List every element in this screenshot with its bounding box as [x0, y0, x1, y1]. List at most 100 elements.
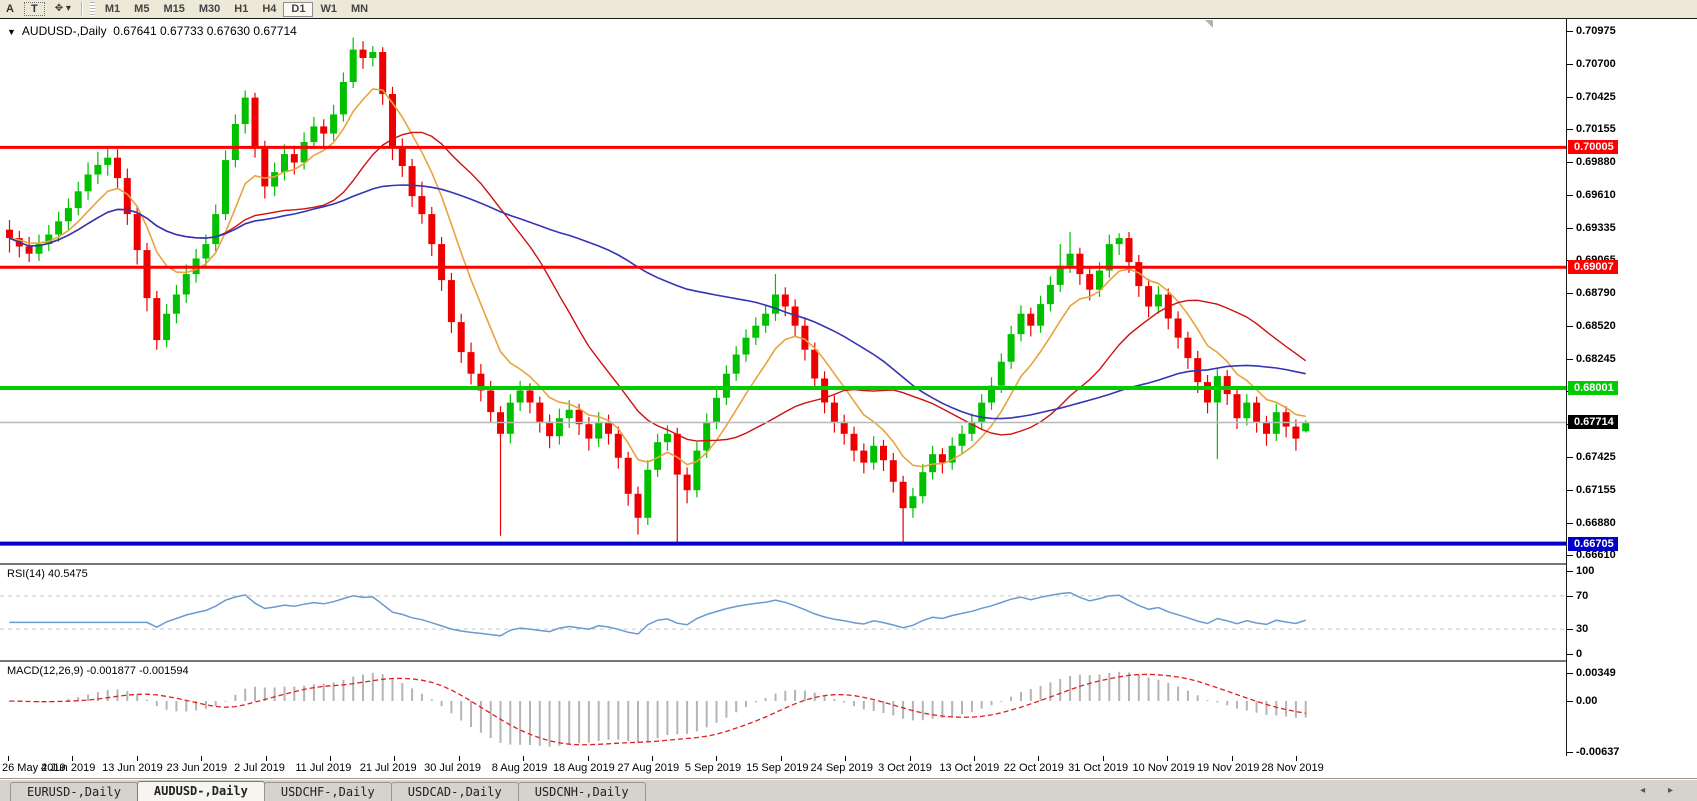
rsi-indicator-label: RSI(14) 40.5475 [7, 568, 88, 580]
time-axis-tick [330, 756, 331, 761]
price-axis[interactable]: 0.70975 0.70700 0.70425 0.70155 0.69880 0.696… [1566, 19, 1697, 759]
cursor-tool-icon[interactable]: ✥ ▾ [54, 3, 71, 14]
time-axis-tick [523, 756, 525, 761]
time-axis-tick [909, 756, 911, 761]
price-axis-tick: 0.67425 [1567, 450, 1616, 464]
timeframe-button-w1[interactable]: W1 [320, 2, 337, 15]
timeframe-button-m15[interactable]: M15 [163, 2, 185, 15]
timeframe-button-m30[interactable]: M30 [198, 2, 221, 15]
price-line-label-0.70005: 0.70005 [1568, 140, 1618, 155]
price-axis-tick: 0.70700 [1567, 57, 1616, 71]
time-axis-label: 24 Sep 2019 [810, 762, 873, 774]
time-axis-tick [72, 756, 74, 761]
time-axis-tick [1102, 756, 1104, 761]
price-axis-tick: 0.69880 [1567, 155, 1616, 169]
macd-axis-tick: -0.00637 [1567, 745, 1619, 759]
time-axis-tick [1296, 756, 1297, 761]
toolbar-separator [80, 2, 83, 16]
time-axis-tick [652, 756, 653, 761]
time-axis-tick [458, 756, 460, 761]
time-axis-tick [136, 756, 138, 761]
price-line-label-0.67714: 0.67714 [1568, 415, 1618, 430]
time-axis-label: 19 Nov 2019 [1196, 762, 1260, 774]
chart-tab-usdcnh[interactable]: USDCNH-,Daily [517, 782, 646, 801]
rsi-indicator-pane[interactable]: RSI(14) 40.5475 [0, 565, 1566, 662]
time-axis[interactable]: 26 May 2019 4 Jun 2019 13 Jun 2019 23 Jun 2… [0, 756, 1697, 780]
price-axis-tick: 0.70155 [1567, 122, 1616, 136]
rsi-line-chart [0, 591, 1566, 637]
time-axis-label: 21 Jul 2019 [359, 762, 417, 774]
time-axis-tick [974, 756, 975, 761]
rsi-axis-tick: 0 [1567, 647, 1582, 661]
chart-tab-audusd[interactable]: AUDUSD-,Daily [136, 781, 265, 801]
price-axis-tick: 0.69610 [1567, 188, 1616, 202]
time-axis-label: 26 May 2019 [2, 762, 66, 774]
time-axis-label: 27 Aug 2019 [617, 762, 680, 774]
time-axis-tick [1167, 756, 1169, 761]
time-axis-label: 8 Aug 2019 [491, 762, 548, 774]
chart-window: ▼ AUDUSD-,Daily 0.67641 0.67733 0.67630 0… [0, 18, 1697, 780]
time-axis-tick [8, 756, 9, 761]
chart-symbol-label: AUDUSD-,Daily [21, 24, 107, 38]
chart-title: ▼ AUDUSD-,Daily 0.67641 0.67733 0.67630 0… [7, 24, 297, 38]
timeframe-button-m1[interactable]: M1 [104, 2, 121, 15]
toolbar-grip[interactable] [89, 2, 95, 16]
candlestick-chart [0, 37, 1566, 546]
time-axis-label: 3 Oct 2019 [878, 762, 932, 774]
timeframe-button-h1[interactable]: H1 [234, 2, 249, 15]
chart-tab-usdchf[interactable]: USDCHF-,Daily [263, 782, 392, 801]
time-axis-label: 5 Sep 2019 [684, 762, 742, 774]
rsi-axis-tick: 100 [1567, 564, 1594, 578]
time-axis-tick [1038, 756, 1040, 761]
chart-tab-usdcad[interactable]: USDCAD-,Daily [390, 782, 519, 801]
price-axis-tick: 0.69335 [1567, 221, 1616, 235]
chart-tab-eurusd[interactable]: EURUSD-,Daily [10, 782, 138, 801]
macd-indicator-pane[interactable]: MACD(12,26,9) -0.001877 -0.001594 [0, 662, 1566, 757]
time-axis-label: 30 Jul 2019 [424, 762, 482, 774]
rsi-axis-tick: 30 [1567, 622, 1588, 636]
timeframe-button-h4[interactable]: H4 [262, 2, 277, 15]
price-axis-tick: 0.70425 [1567, 90, 1616, 104]
time-axis-tick [780, 756, 782, 761]
macd-histogram-chart [8, 671, 1307, 747]
time-axis-tick [1231, 756, 1233, 761]
time-axis-label: 13 Jun 2019 [102, 762, 163, 774]
macd-axis-tick: 0.00349 [1567, 666, 1616, 680]
time-axis-tick [265, 756, 267, 761]
symbol-dropdown-icon[interactable]: ▼ [7, 27, 16, 37]
price-axis-tick: 0.68790 [1567, 286, 1616, 300]
time-axis-label: 11 Jul 2019 [295, 762, 352, 774]
time-axis-tick [716, 756, 718, 761]
time-axis-label: 2 Jul 2019 [234, 762, 285, 774]
rsi-axis-tick: 70 [1567, 589, 1588, 603]
price-axis-tick: 0.70975 [1567, 24, 1616, 38]
time-axis-label: 4 Jun 2019 [40, 762, 96, 774]
time-axis-label: 15 Sep 2019 [746, 762, 809, 774]
time-axis-label: 13 Oct 2019 [939, 762, 1000, 774]
macd-axis-tick: 0.00 [1567, 694, 1597, 708]
time-axis-tick [394, 756, 396, 761]
price-axis-tick: 0.66610 [1567, 548, 1616, 562]
timeframe-button-mn[interactable]: MN [350, 2, 369, 15]
price-line-label-0.69007: 0.69007 [1568, 260, 1618, 275]
time-axis-label: 22 Oct 2019 [1003, 762, 1064, 774]
macd-indicator-label: MACD(12,26,9) -0.001877 -0.001594 [7, 665, 189, 677]
price-axis-tick: 0.67155 [1567, 483, 1616, 497]
tab-scroll-arrows[interactable]: ◂ ▸ [1640, 785, 1683, 796]
price-line-label-0.68001: 0.68001 [1568, 381, 1618, 396]
price-line-label-0.66705: 0.66705 [1568, 536, 1618, 551]
chart-shift-marker-icon[interactable] [1205, 20, 1213, 28]
toolbar-button-a[interactable]: A [6, 3, 14, 15]
time-axis-label: 23 Jun 2019 [166, 762, 228, 774]
chart-ohlc-values: 0.67641 0.67733 0.67630 0.67714 [113, 24, 297, 38]
toolbar: A T ✥ ▾ M1 M5 M15 M30 H1 H4 D1 W1 MN [0, 0, 1697, 19]
timeframe-button-m5[interactable]: M5 [134, 2, 150, 15]
price-chart-pane[interactable]: ▼ AUDUSD-,Daily 0.67641 0.67733 0.67630 0… [0, 19, 1566, 565]
time-axis-tick [845, 756, 847, 761]
time-axis-tick [587, 756, 589, 761]
toolbar-button-text[interactable]: T [23, 2, 45, 16]
time-axis-label: 31 Oct 2019 [1068, 762, 1129, 774]
timeframe-button-d1[interactable]: D1 [283, 1, 314, 17]
time-axis-label: 28 Nov 2019 [1261, 762, 1324, 774]
price-axis-tick: 0.66880 [1567, 516, 1616, 530]
